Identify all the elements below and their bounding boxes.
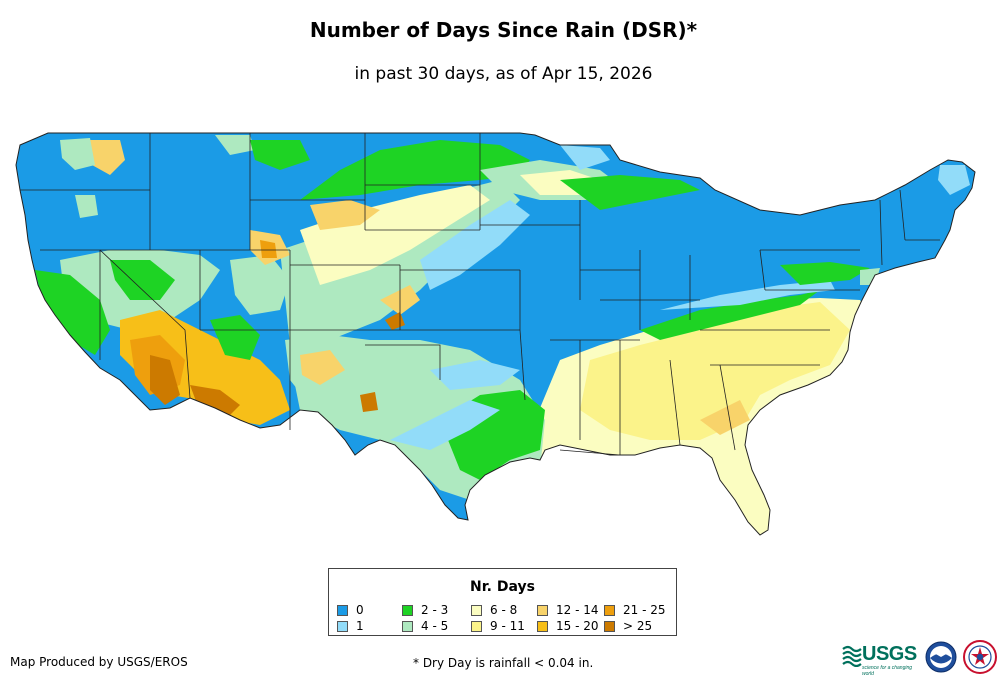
legend: Nr. Days 0 1 2 - 3 4 - 5 6 - 8 9 - 11 12… <box>328 568 677 636</box>
legend-swatch <box>537 605 548 616</box>
state-borders <box>20 133 940 456</box>
usgs-logo[interactable]: USGS science for a changing world <box>842 643 920 677</box>
us-map-svg <box>15 132 976 536</box>
produced-by-credit: Map Produced by USGS/EROS <box>10 655 188 669</box>
legend-swatch <box>471 605 482 616</box>
usgs-wave-icon <box>842 645 862 667</box>
legend-label: > 25 <box>623 619 653 633</box>
legend-label: 9 - 11 <box>490 619 525 633</box>
noaa-logo-icon[interactable] <box>925 641 957 673</box>
nws-logo-icon[interactable] <box>962 640 998 674</box>
legend-label: 21 - 25 <box>623 603 666 617</box>
legend-swatch <box>604 621 615 632</box>
legend-label: 4 - 5 <box>421 619 449 633</box>
legend-label: 0 <box>356 603 364 617</box>
legend-swatch <box>471 621 482 632</box>
legend-swatch <box>604 605 615 616</box>
legend-label: 2 - 3 <box>421 603 449 617</box>
usgs-tagline: science for a changing world <box>862 665 913 677</box>
map-title: Number of Days Since Rain (DSR)* <box>309 18 698 42</box>
nws-seal-icon <box>963 640 997 674</box>
legend-swatch <box>537 621 548 632</box>
dry-day-note: * Dry Day is rainfall < 0.04 in. <box>413 656 594 670</box>
legend-label: 15 - 20 <box>556 619 599 633</box>
legend-swatch <box>337 605 348 616</box>
noaa-seal-icon <box>925 641 957 673</box>
legend-title: Nr. Days <box>470 579 535 595</box>
us-map <box>0 120 1007 550</box>
usgs-wordmark: USGS <box>862 643 917 665</box>
legend-label: 12 - 14 <box>556 603 599 617</box>
map-subtitle: in past 30 days, as of Apr 15, 2026 <box>354 64 653 84</box>
legend-label: 6 - 8 <box>490 603 518 617</box>
legend-label: 1 <box>356 619 364 633</box>
legend-swatch <box>337 621 348 632</box>
legend-swatch <box>402 621 413 632</box>
legend-swatch <box>402 605 413 616</box>
